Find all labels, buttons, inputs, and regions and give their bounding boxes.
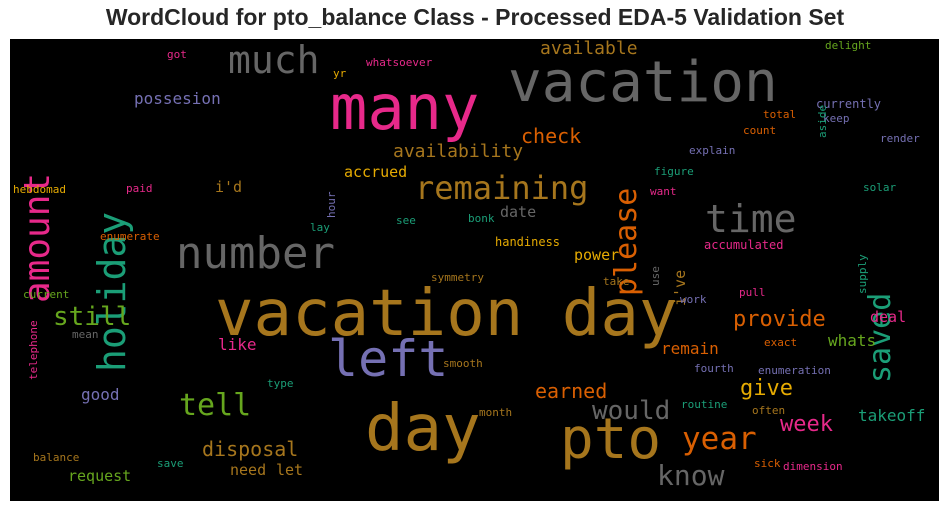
word-takeoff: takeoff (858, 406, 926, 425)
word-availability: availability (393, 141, 524, 162)
word-remaining: remaining (415, 169, 589, 207)
word-vacation-day: vacation day (215, 277, 678, 351)
chart-title: WordCloud for pto_balance Class - Proces… (105, 4, 845, 30)
word-figure: figure (654, 165, 694, 178)
word-enumerate: enumerate (100, 230, 160, 243)
word-accrued: accrued (344, 163, 408, 181)
word-week: week (780, 412, 833, 437)
word-handiness: handiness (495, 235, 561, 249)
word-need: need (230, 461, 267, 479)
word-date: date (500, 203, 537, 221)
word-hebdomad: hebdomad (13, 183, 66, 196)
word-i-d: i'd (215, 178, 243, 196)
word-see: see (396, 214, 416, 227)
word-vacation: vacation (508, 50, 778, 115)
word-balance: balance (33, 451, 80, 464)
word-mean: mean (72, 328, 99, 341)
word-would: would (592, 396, 671, 426)
word-much: much (228, 39, 320, 82)
word-month: month (479, 406, 513, 419)
word-let: let (276, 461, 304, 479)
word-good: good (81, 385, 120, 404)
word-save: save (157, 457, 184, 470)
word-like: like (218, 335, 257, 354)
word-fourth: fourth (694, 362, 734, 375)
word-dimension: dimension (783, 460, 843, 473)
word-work: work (680, 293, 707, 306)
word-year: year (682, 421, 757, 457)
word-provide: provide (733, 307, 826, 332)
word-total: total (763, 108, 797, 121)
word-hour: hour (325, 191, 338, 218)
word-use: use (649, 266, 662, 286)
word-whats: whats (828, 331, 877, 350)
word-left: left (328, 330, 449, 388)
wordcloud-panel: vacation day day many vacation pto left number… (10, 39, 939, 501)
word-smooth: smooth (443, 357, 483, 370)
word-current: current (23, 288, 70, 301)
word-number: number (176, 228, 335, 279)
word-possesion: possesion (134, 89, 221, 108)
word-sick: sick (754, 457, 781, 470)
word-render: render (880, 132, 920, 145)
word-tell: tell (179, 388, 252, 423)
word-give: give (740, 376, 793, 401)
word-exact: exact (764, 336, 798, 349)
word-pull: pull (739, 286, 766, 299)
word-day: day (365, 392, 481, 466)
word-many: many (330, 71, 480, 144)
word-delight: delight (825, 39, 872, 52)
word-keep: keep (823, 112, 850, 125)
word-take: take (603, 275, 630, 288)
word-deal: deal (870, 308, 907, 326)
word-check: check (521, 124, 582, 148)
word-whatsoever: whatsoever (366, 56, 433, 69)
word-symmetry: symmetry (431, 271, 484, 284)
word-telephone: telephone (27, 320, 40, 380)
word-available: available (540, 39, 638, 59)
word-supply: supply (856, 254, 869, 294)
word-solar: solar (863, 181, 897, 194)
word-enumeration: enumeration (758, 364, 831, 377)
word-routine: routine (681, 398, 728, 411)
word-know: know (657, 459, 725, 492)
word-paid: paid (126, 182, 153, 195)
word-bonk: bonk (468, 212, 495, 225)
word-type: type (267, 377, 294, 390)
word-yr: yr (333, 67, 347, 80)
word-pto: pto (560, 407, 662, 472)
word-explain: explain (689, 144, 736, 157)
word-still: still (53, 302, 132, 332)
word-disposal: disposal (202, 437, 299, 461)
word-accumulated: accumulated (704, 238, 784, 252)
word-time: time (705, 197, 797, 241)
word-got: got (167, 48, 187, 61)
word-lay: lay (310, 221, 330, 234)
word-earned: earned (535, 379, 608, 403)
word-currently: currently (816, 97, 882, 111)
word-want: want (650, 185, 677, 198)
word-aside: aside (816, 105, 829, 139)
word-count: count (743, 124, 777, 137)
word-power: power (574, 246, 620, 264)
word-remain: remain (661, 339, 719, 358)
word-request: request (68, 467, 132, 485)
word-often: often (752, 404, 786, 417)
